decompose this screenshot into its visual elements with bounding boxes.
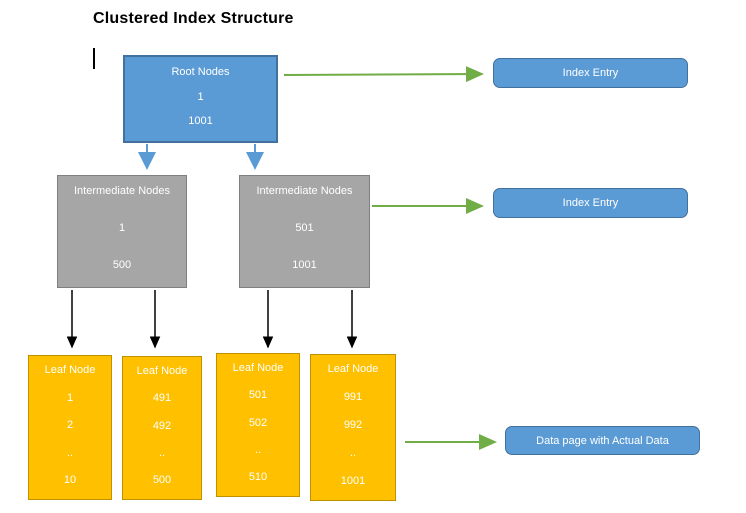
intermediate-node-value-1a: 1 — [118, 222, 126, 235]
leaf-node-value: 500 — [152, 474, 172, 487]
leaf-node-value: 491 — [152, 392, 172, 405]
leaf-node-value: .. — [66, 446, 74, 459]
leaf-node-title: Leaf Node — [136, 365, 188, 377]
leaf-node-value: 510 — [248, 471, 268, 484]
root-node-label: Root Nodes — [171, 66, 230, 78]
leaf-node-box-1: Leaf Node 1 2 .. 10 — [28, 355, 112, 500]
leaf-node-value: 2 — [66, 419, 74, 432]
diagram-title: Clustered Index Structure — [93, 10, 294, 27]
leaf-node-value: 992 — [343, 419, 363, 432]
index-entry-box-2: Index Entry — [493, 188, 688, 218]
arrow-root-to-index-entry — [283, 66, 484, 83]
index-entry-label-2: Index Entry — [562, 197, 619, 209]
leaf-node-value: 1001 — [340, 475, 366, 488]
leaf-node-box-2: Leaf Node 491 492 .. 500 — [122, 356, 202, 500]
data-page-label: Data page with Actual Data — [536, 434, 669, 447]
data-page-box: Data page with Actual Data — [505, 426, 700, 455]
leaf-node-value: 1 — [66, 391, 74, 404]
text-cursor — [93, 48, 95, 69]
leaf-node-value: 492 — [152, 419, 172, 432]
index-entry-box-1: Index Entry — [493, 58, 688, 88]
leaf-node-value: 501 — [248, 389, 268, 402]
leaf-node-value: 502 — [248, 416, 268, 429]
leaf-node-value: 991 — [343, 391, 363, 404]
root-node-box: Root Nodes 1 1001 — [123, 55, 278, 143]
intermediate-node-label-2: Intermediate Nodes — [256, 185, 353, 197]
intermediate-node-value-1b: 500 — [112, 259, 132, 272]
leaf-node-value: .. — [158, 446, 166, 459]
intermediate-node-box-1: Intermediate Nodes 1 500 — [57, 175, 187, 288]
leaf-node-title: Leaf Node — [327, 363, 379, 375]
intermediate-node-box-2: Intermediate Nodes 501 1001 — [239, 175, 370, 288]
leaf-node-value: .. — [254, 443, 262, 456]
leaf-node-title: Leaf Node — [232, 362, 284, 374]
leaf-node-box-4: Leaf Node 991 992 .. 1001 — [310, 354, 396, 501]
root-node-value-2: 1001 — [188, 115, 213, 128]
index-entry-label-1: Index Entry — [562, 67, 619, 79]
root-node-value-1: 1 — [197, 90, 204, 103]
intermediate-node-label-1: Intermediate Nodes — [74, 185, 170, 197]
intermediate-node-value-2b: 1001 — [292, 259, 317, 272]
leaf-node-title: Leaf Node — [44, 364, 96, 376]
leaf-node-value: 10 — [63, 474, 77, 487]
leaf-node-value: .. — [349, 447, 357, 460]
leaf-node-box-3: Leaf Node 501 502 .. 510 — [216, 353, 300, 497]
intermediate-node-value-2a: 501 — [295, 222, 314, 235]
